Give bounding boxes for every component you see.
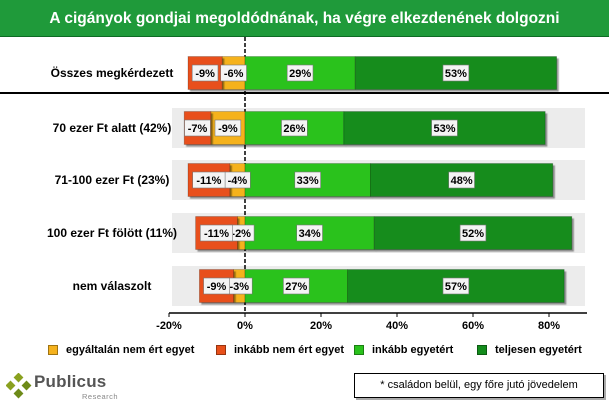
data-label-text: -7% (188, 123, 208, 135)
data-label: 53% (442, 64, 470, 82)
legend-label: teljesen egyetért (495, 344, 582, 356)
data-label: -3% (226, 277, 253, 295)
legend-item: egyáltalán nem ért egyet (48, 340, 194, 360)
category-label: 71-100 ezer Ft (23%) (55, 173, 170, 187)
data-label-box (442, 277, 470, 295)
logo-wordmark: Publicus (34, 372, 107, 391)
data-label: 48% (448, 171, 475, 189)
data-label: -11% (200, 224, 234, 242)
category-labels: Összes megkérdezett 70 ezer Ft alatt (42%… (47, 65, 177, 293)
data-label-text: -9% (195, 68, 215, 80)
legend-swatch (354, 345, 364, 355)
x-tick-label: -20% (156, 320, 182, 332)
category-label: 100 ezer Ft fölött (11%) (47, 226, 177, 240)
data-label-text: 52% (462, 228, 484, 240)
data-label: -9% (214, 119, 242, 137)
data-label-box (294, 171, 321, 189)
x-tick-label: 0% (237, 320, 253, 332)
data-label-box (214, 119, 242, 137)
data-label: 34% (296, 224, 323, 242)
legend-label: inkább egyetért (372, 344, 454, 356)
legend-item: teljesen egyetért (477, 340, 582, 360)
category-label: 70 ezer Ft alatt (42%) (53, 121, 172, 135)
data-label-box (283, 277, 310, 295)
data-label-text: -11% (204, 228, 229, 240)
data-label-text: 27% (285, 281, 307, 293)
data-label-box (184, 119, 211, 137)
logo-subtitle: Research (82, 392, 119, 401)
data-label-box (220, 64, 247, 82)
title-bar: A cigányok gondjai megoldódnának, ha vég… (0, 0, 609, 37)
data-label-text: 53% (445, 68, 467, 80)
x-tick-label: 80% (538, 320, 560, 332)
data-label: 52% (459, 224, 487, 242)
data-label-text: 57% (445, 281, 467, 293)
legend-swatch (477, 345, 487, 355)
data-label-text: -2% (231, 228, 251, 240)
data-label-text: 53% (433, 123, 455, 135)
publicus-logo: Publicus Research (6, 372, 126, 402)
category-label: Összes megkérdezett (51, 65, 174, 80)
footnote: * családon belül, egy főre jutó jövedele… (354, 373, 604, 398)
data-label: -7% (184, 119, 211, 137)
data-label: -6% (220, 64, 247, 82)
legend-swatch (216, 345, 226, 355)
data-label-box (448, 171, 475, 189)
legend-swatch (48, 345, 58, 355)
data-label-text: 26% (283, 123, 305, 135)
data-label-box (459, 224, 487, 242)
data-label: 27% (283, 277, 310, 295)
data-label: 33% (294, 171, 321, 189)
data-label-box (431, 119, 458, 137)
data-label-text: -6% (224, 68, 244, 80)
data-label-box (286, 64, 314, 82)
data-label-box (191, 64, 219, 82)
data-label: 26% (281, 119, 308, 137)
data-label-box (200, 224, 234, 242)
data-label: -9% (191, 64, 219, 82)
data-label: -4% (224, 171, 251, 189)
data-labels: -6% -9% 29% 53% -9% -7% 26% 53% -4% -11% 33% 48% -2%… (184, 64, 487, 295)
data-label: -2% (228, 224, 255, 242)
data-label-text: -9% (218, 123, 238, 135)
bar-segment (354, 56, 558, 90)
data-label-text: -9% (207, 281, 227, 293)
chart-area: -20% 0% 20% 40% 60% 80% Összes megkérdezett 70… (0, 37, 609, 332)
legend: egyáltalán nem ért egyet inkább nem ért e… (0, 340, 609, 360)
data-label-text: -4% (228, 175, 248, 187)
data-label-text: -3% (230, 281, 250, 293)
data-label: -9% (203, 277, 230, 295)
data-label-text: 33% (297, 175, 319, 187)
data-label-box (203, 277, 230, 295)
data-label: -11% (192, 171, 226, 189)
data-label: 53% (431, 119, 458, 137)
x-tick-label: 60% (462, 320, 484, 332)
legend-label: egyáltalán nem ért egyet (66, 344, 195, 356)
legend-item: inkább nem ért egyet (216, 340, 344, 360)
data-label-box (192, 171, 226, 189)
legend-label: inkább nem ért egyet (234, 344, 345, 356)
x-tick-label: 20% (310, 320, 332, 332)
x-tick-label: 40% (386, 320, 408, 332)
data-label-box (281, 119, 308, 137)
category-label: nem válaszolt (73, 279, 152, 293)
logo-diamond-icon (6, 373, 32, 399)
data-label-text: 34% (299, 228, 321, 240)
data-label-text: 48% (451, 175, 473, 187)
data-label-box (442, 64, 470, 82)
data-label: 29% (286, 64, 314, 82)
data-label-text: 29% (289, 68, 311, 80)
chart-title: A cigányok gondjai megoldódnának, ha vég… (49, 10, 560, 27)
legend-item: inkább egyetért (354, 340, 453, 360)
data-label-box (296, 224, 323, 242)
data-label-text: -11% (196, 175, 221, 187)
data-label: 57% (442, 277, 470, 295)
